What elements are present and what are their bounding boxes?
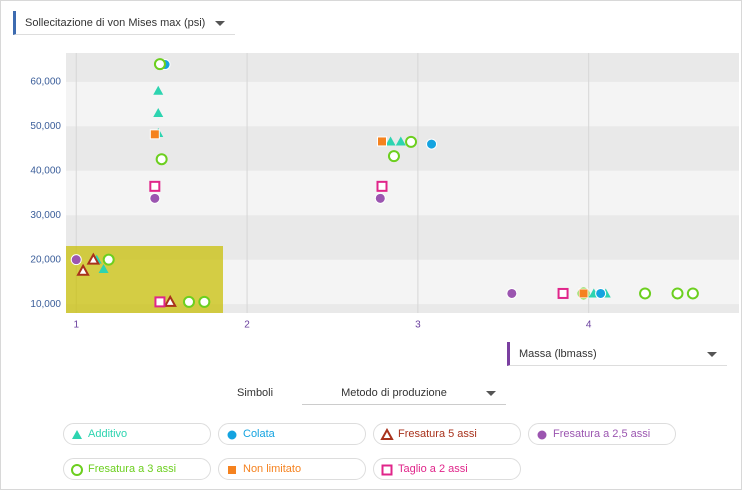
x-tick-label: 3 xyxy=(415,320,421,331)
y-axis-label: Sollecitazione di von Mises max (psi) xyxy=(25,17,206,29)
point xyxy=(163,294,177,307)
point xyxy=(226,429,238,441)
point xyxy=(377,136,388,147)
x-axis-label: Massa (lbmass) xyxy=(519,348,597,360)
legend-icon xyxy=(226,429,238,441)
legend-icon xyxy=(536,429,548,441)
point xyxy=(154,296,166,308)
point xyxy=(536,429,548,441)
symbols-value: Metodo di produzione xyxy=(341,387,447,399)
legend-label: Taglio a 2 assi xyxy=(398,463,468,475)
symbols-dropdown[interactable]: Metodo di produzione xyxy=(302,381,506,405)
legend-icon xyxy=(227,465,237,475)
x-tick-label: 4 xyxy=(586,320,592,331)
point xyxy=(149,129,160,140)
point xyxy=(71,464,83,476)
y-tick-label: 40,000 xyxy=(30,165,61,176)
chart: 10,000 20,000 30,000 40,000 50,000 60,000 1 2 3 4 xyxy=(30,53,739,331)
caret xyxy=(486,391,496,396)
point xyxy=(149,192,161,204)
point xyxy=(686,287,699,300)
point xyxy=(76,263,90,276)
legend-label: Additivo xyxy=(88,428,128,440)
point xyxy=(86,252,101,265)
point xyxy=(395,136,406,146)
point xyxy=(182,295,195,308)
legend-label: Colata xyxy=(243,428,275,440)
point xyxy=(153,108,164,117)
point xyxy=(153,85,164,95)
legend-label: Fresatura a 2,5 assi xyxy=(553,428,651,440)
point xyxy=(578,288,589,299)
legend-icon xyxy=(381,464,393,476)
grid-band xyxy=(66,170,739,216)
legend-item[interactable]: Additivo xyxy=(63,423,211,445)
legend-item[interactable]: Non limitato xyxy=(218,458,366,480)
point xyxy=(405,135,418,148)
caret xyxy=(707,352,717,357)
point xyxy=(595,287,607,299)
point xyxy=(376,180,388,192)
legend-label: Non limitato xyxy=(243,463,302,475)
y-tick-label: 30,000 xyxy=(30,210,61,221)
legend-item[interactable]: Fresatura 5 assi xyxy=(373,423,521,445)
point xyxy=(153,58,166,71)
legend-label: Fresatura a 3 assi xyxy=(88,463,177,475)
point xyxy=(98,264,109,273)
point xyxy=(227,465,237,475)
grid-band xyxy=(66,81,739,127)
point xyxy=(385,136,396,146)
legend-icon xyxy=(380,428,394,440)
legend-label: Fresatura 5 assi xyxy=(398,428,477,440)
y-tick-label: 10,000 xyxy=(30,299,61,310)
symbols-label: Simboli xyxy=(237,387,274,399)
legend-item[interactable]: Fresatura a 2,5 assi xyxy=(528,423,676,445)
caret xyxy=(215,21,225,26)
legend-icon xyxy=(71,464,83,476)
point xyxy=(557,287,569,299)
legend-item[interactable]: Colata xyxy=(218,423,366,445)
y-tick-label: 20,000 xyxy=(30,254,61,265)
point xyxy=(198,295,211,308)
point xyxy=(149,180,161,192)
x-tick-label: 2 xyxy=(244,320,250,331)
point xyxy=(70,254,82,266)
y-tick-label: 50,000 xyxy=(30,121,61,132)
point xyxy=(155,153,168,166)
x-axis-dropdown[interactable]: Massa (lbmass) xyxy=(507,342,727,366)
point xyxy=(387,150,400,163)
legend-icon xyxy=(72,430,82,439)
point xyxy=(426,138,438,150)
point xyxy=(639,287,652,300)
point xyxy=(374,192,386,204)
point xyxy=(381,464,393,476)
point xyxy=(102,253,115,266)
y-tick-label: 60,000 xyxy=(30,77,61,88)
legend-item[interactable]: Fresatura a 3 assi xyxy=(63,458,211,480)
point xyxy=(72,430,82,439)
y-axis-dropdown[interactable]: Sollecitazione di von Mises max (psi) xyxy=(13,11,235,35)
x-tick-label: 1 xyxy=(73,320,79,331)
point xyxy=(380,428,394,440)
point xyxy=(506,287,518,299)
point xyxy=(671,287,684,300)
legend-item[interactable]: Taglio a 2 assi xyxy=(373,458,521,480)
